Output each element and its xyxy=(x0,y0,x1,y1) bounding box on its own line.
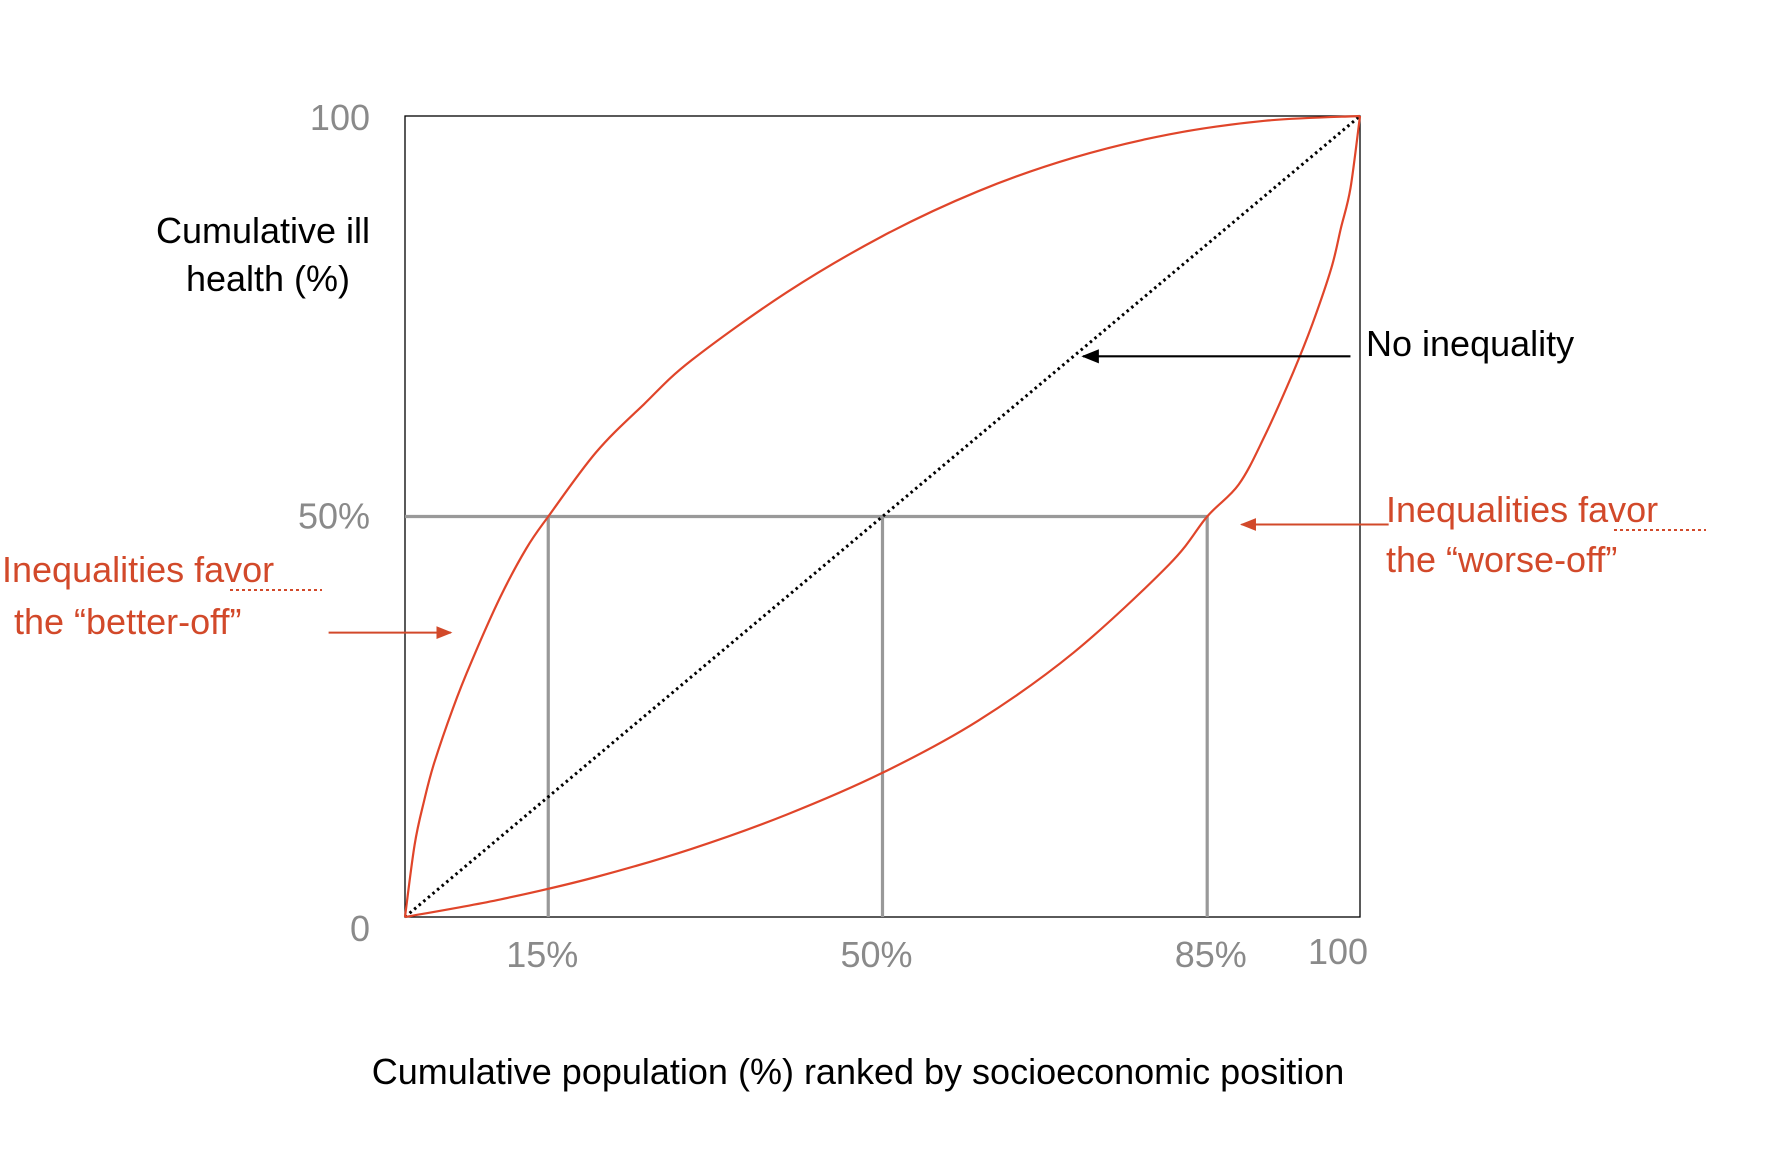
annotation-no-inequality: No inequality xyxy=(1366,323,1574,364)
series-concentration-curve-upper xyxy=(403,114,1361,918)
x-tick-label: 85% xyxy=(1175,934,1247,975)
x-tick-label: 15% xyxy=(506,934,578,975)
annotation-arrows xyxy=(328,349,1389,640)
y-tick-label: 100 xyxy=(310,97,370,138)
annotation-better-off-line-2: the “better-off” xyxy=(14,601,241,642)
x-tick-label: 100 xyxy=(1308,931,1368,972)
annotation-better-off: Inequalities favor the “better-off” xyxy=(2,549,284,642)
series-concentration-curve-lower xyxy=(404,115,1362,919)
annotation-worse-off: Inequalities favor the “worse-off” xyxy=(1386,489,1668,580)
y-axis-label: Cumulative ill health (%) xyxy=(156,210,380,299)
x-tick-labels: 15% 50% 85% 100 xyxy=(506,931,1368,975)
y-axis-label-line-2: health (%) xyxy=(186,258,350,299)
annotation-worse-off-line-2: the “worse-off” xyxy=(1386,539,1617,580)
y-tick-labels: 0 50% 100 xyxy=(298,97,370,949)
series-lines xyxy=(403,114,1362,919)
reference-lines xyxy=(405,514,1209,917)
series-line-of-equality xyxy=(404,114,1361,919)
x-tick-label: 50% xyxy=(840,934,912,975)
annotation-better-off-line-1: Inequalities favor xyxy=(2,549,274,590)
y-axis-label-line-1: Cumulative ill xyxy=(156,210,370,251)
x-axis-label: Cumulative population (%) ranked by soci… xyxy=(372,1051,1345,1092)
y-tick-label: 0 xyxy=(350,908,370,949)
annotation-worse-off-line-1: Inequalities favor xyxy=(1386,489,1658,530)
y-tick-label: 50% xyxy=(298,496,370,537)
